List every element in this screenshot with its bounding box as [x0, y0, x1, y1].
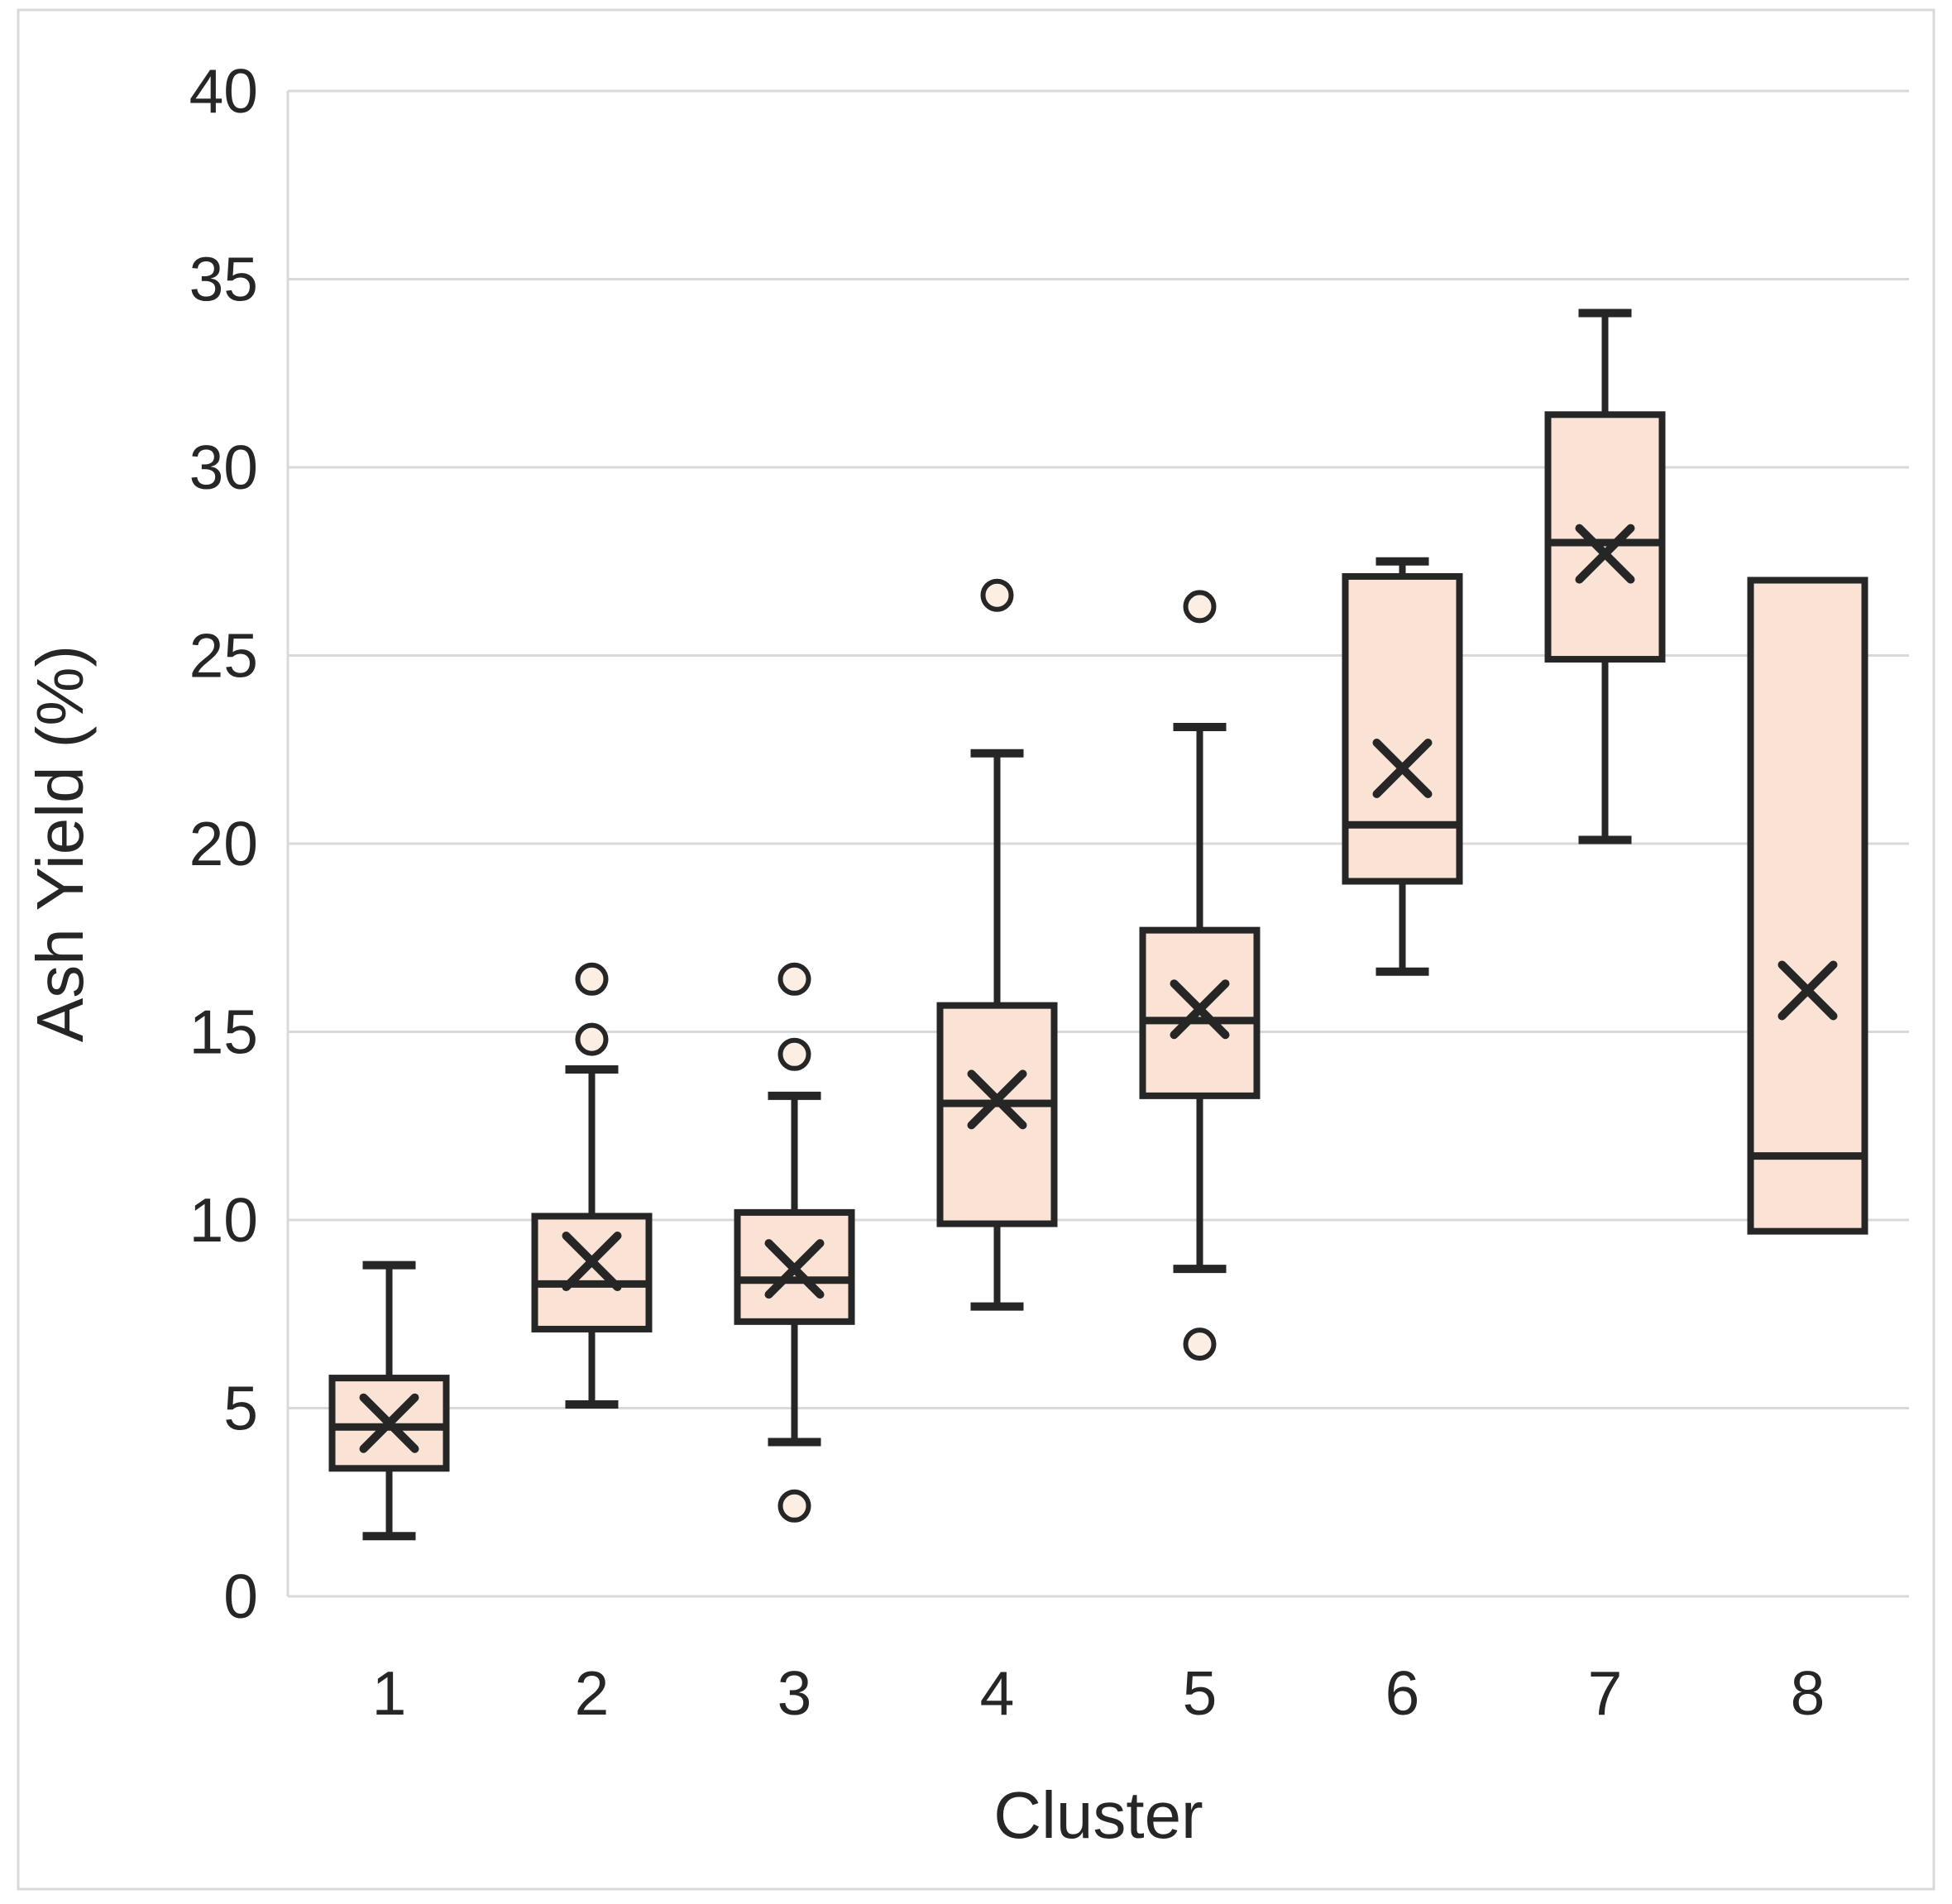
outlier-point: [777, 962, 811, 996]
box-cluster-7: [1544, 309, 1666, 844]
x-tick-label-2: 2: [575, 1658, 610, 1728]
x-axis-tick-labels: 1 2 3 4 5 6 7 8: [372, 1658, 1825, 1728]
outlier-point: [575, 1022, 609, 1056]
box-cluster-8: [1747, 576, 1868, 1235]
iqr-box: [1342, 572, 1463, 885]
iqr-box: [531, 1213, 653, 1332]
mean-x-marker: [1777, 960, 1838, 1021]
iqr-box: [936, 1002, 1058, 1227]
y-tick-label-30: 30: [189, 433, 258, 502]
y-tick-label-25: 25: [189, 621, 258, 691]
outlier-point: [1183, 1328, 1217, 1361]
box-cluster-4: [936, 578, 1058, 1311]
box-cluster-1: [328, 1261, 450, 1541]
x-tick-label-7: 7: [1588, 1658, 1623, 1728]
box-cluster-3: [734, 962, 855, 1523]
y-axis-title: Ash Yield (%): [23, 645, 97, 1042]
mean-x-marker: [764, 1239, 825, 1299]
outlier-point: [1183, 590, 1217, 624]
box-series: [328, 309, 1868, 1541]
figure-border: [17, 8, 1935, 1891]
y-tick-label-20: 20: [189, 809, 258, 878]
mean-x-marker: [359, 1393, 419, 1453]
mean-x-marker: [1372, 739, 1433, 798]
x-tick-label-5: 5: [1183, 1658, 1218, 1728]
x-tick-label-4: 4: [980, 1658, 1015, 1728]
x-tick-label-8: 8: [1791, 1658, 1825, 1728]
x-tick-label-3: 3: [777, 1658, 812, 1728]
box-cluster-2: [531, 962, 653, 1409]
x-tick-label-1: 1: [372, 1658, 407, 1728]
y-tick-label-40: 40: [189, 56, 258, 126]
outlier-point: [980, 578, 1014, 612]
box-cluster-5: [1139, 590, 1261, 1361]
y-axis-tick-labels: 0 5 10 15 20 25 30 35 40: [189, 56, 258, 1631]
mean-x-marker: [1170, 979, 1230, 1040]
x-axis-title: Cluster: [993, 1778, 1203, 1852]
mean-x-marker: [1575, 524, 1635, 584]
y-tick-label-35: 35: [189, 245, 258, 314]
y-tick-label-10: 10: [189, 1185, 258, 1255]
outlier-point: [777, 1489, 811, 1523]
y-tick-label-0: 0: [223, 1562, 258, 1631]
mean-x-marker: [562, 1232, 622, 1292]
y-tick-label-15: 15: [189, 997, 258, 1067]
iqr-box: [1747, 576, 1868, 1235]
outlier-point: [575, 962, 609, 996]
y-tick-label-5: 5: [223, 1374, 258, 1443]
box-cluster-6: [1342, 557, 1463, 976]
iqr-box: [1544, 411, 1666, 663]
outlier-point: [777, 1037, 811, 1071]
x-tick-label-6: 6: [1385, 1658, 1420, 1728]
mean-x-marker: [967, 1069, 1027, 1130]
